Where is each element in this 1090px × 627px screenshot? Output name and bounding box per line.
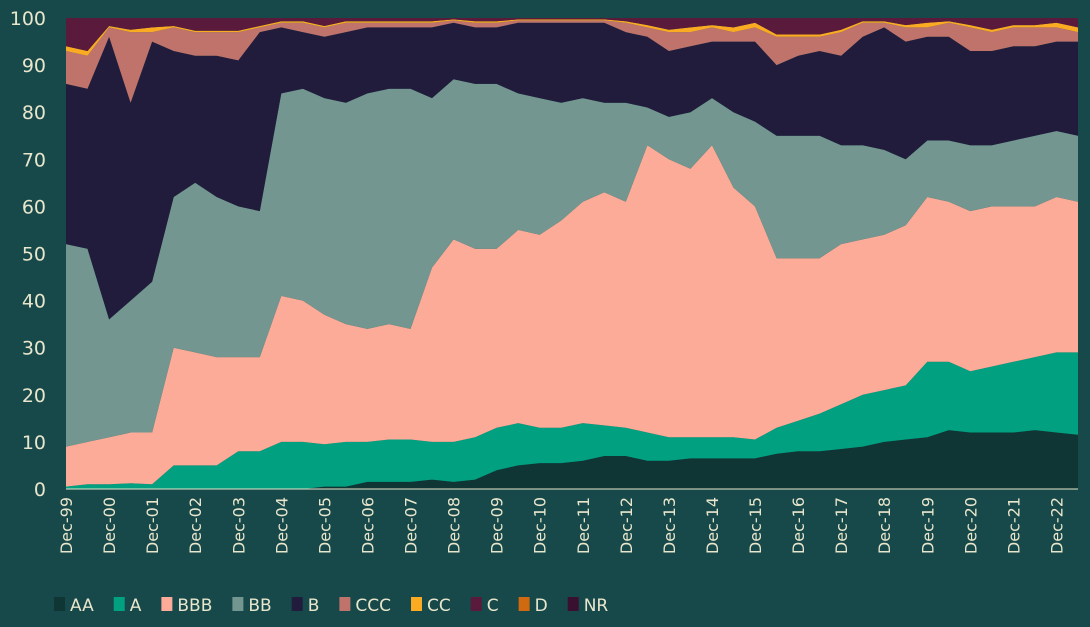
area-bb <box>66 79 1078 447</box>
legend-label-bb: BB <box>248 596 271 616</box>
legend-label-nr: NR <box>584 596 609 616</box>
x-axis: Dec-99 Dec-00 Dec-01 Dec-02 Dec-03 Dec-04 Dec-… <box>57 497 1066 554</box>
x-tick-label: Dec-14 <box>703 497 722 554</box>
area-aa <box>66 430 1078 489</box>
x-tick-label: Dec-02 <box>186 497 205 554</box>
x-tick-label: Dec-17 <box>832 497 851 554</box>
legend-swatch-aa <box>54 597 65 611</box>
y-tick-label: 40 <box>22 291 46 313</box>
x-tick-label: Dec-07 <box>402 497 421 554</box>
x-tick-label: Dec-18 <box>875 497 894 554</box>
legend-swatch-a <box>113 597 125 611</box>
area-bbb <box>66 145 1078 487</box>
y-tick-label: 0 <box>34 479 46 501</box>
x-tick-label: Dec-04 <box>272 497 291 554</box>
x-tick-label: Dec-10 <box>531 497 550 554</box>
x-tick-label: Dec-08 <box>445 497 464 554</box>
legend-swatch-nr <box>567 597 579 611</box>
x-tick-label: Dec-12 <box>617 497 636 554</box>
x-tick-label: Dec-05 <box>315 497 334 554</box>
legend-swatch-ccc <box>339 597 351 611</box>
y-tick-label: 70 <box>22 149 46 171</box>
y-tick-label: 10 <box>22 432 46 454</box>
x-tick-label: Dec-21 <box>1004 497 1023 554</box>
area-ccc <box>66 20 1078 103</box>
area-c <box>66 18 1078 51</box>
legend-label-bbb: BBB <box>177 596 212 616</box>
legend-swatch-bb <box>232 597 244 611</box>
legend-swatch-cc <box>411 597 422 611</box>
x-tick-label: Dec-13 <box>660 497 679 554</box>
legend-swatch-bbb <box>161 597 173 611</box>
y-tick-label: 60 <box>22 196 46 218</box>
legend-label-a: A <box>130 596 142 616</box>
x-tick-label: Dec-09 <box>488 497 507 554</box>
x-tick-label: Dec-99 <box>57 497 76 554</box>
area-b <box>66 22 1078 320</box>
y-tick-label: 90 <box>22 55 46 77</box>
areas-layer <box>66 18 1078 489</box>
x-tick-label: Dec-06 <box>358 497 377 554</box>
legend-label-cc: CC <box>427 596 451 616</box>
y-axis: 0 10 20 30 40 50 60 70 80 90 100 <box>10 8 46 501</box>
legend-label-ccc: CCC <box>355 596 391 616</box>
legend-label-c: C <box>487 596 499 616</box>
y-tick-label: 30 <box>22 338 46 360</box>
y-tick-label: 50 <box>22 244 46 266</box>
x-tick-label: Dec-15 <box>746 497 765 554</box>
y-tick-label: 100 <box>10 8 46 30</box>
x-tick-label: Dec-19 <box>918 497 937 554</box>
legend-label-d: D <box>535 596 548 616</box>
legend: AA A BBB BB B CCC CC C D NR <box>54 596 608 616</box>
y-tick-label: 20 <box>22 385 46 407</box>
legend-label-aa: AA <box>70 596 94 616</box>
legend-swatch-d <box>518 597 530 611</box>
legend-swatch-c <box>470 597 482 611</box>
x-tick-label: Dec-00 <box>100 497 119 554</box>
area-a <box>66 352 1078 489</box>
x-tick-label: Dec-16 <box>789 497 808 554</box>
x-tick-label: Dec-22 <box>1047 497 1066 554</box>
x-tick-label: Dec-20 <box>961 497 980 554</box>
x-tick-label: Dec-11 <box>574 497 593 554</box>
y-tick-label: 80 <box>22 102 46 124</box>
x-tick-label: Dec-03 <box>229 497 248 554</box>
legend-label-b: B <box>308 596 320 616</box>
legend-swatch-b <box>291 597 303 611</box>
x-tick-label: Dec-01 <box>143 497 162 554</box>
